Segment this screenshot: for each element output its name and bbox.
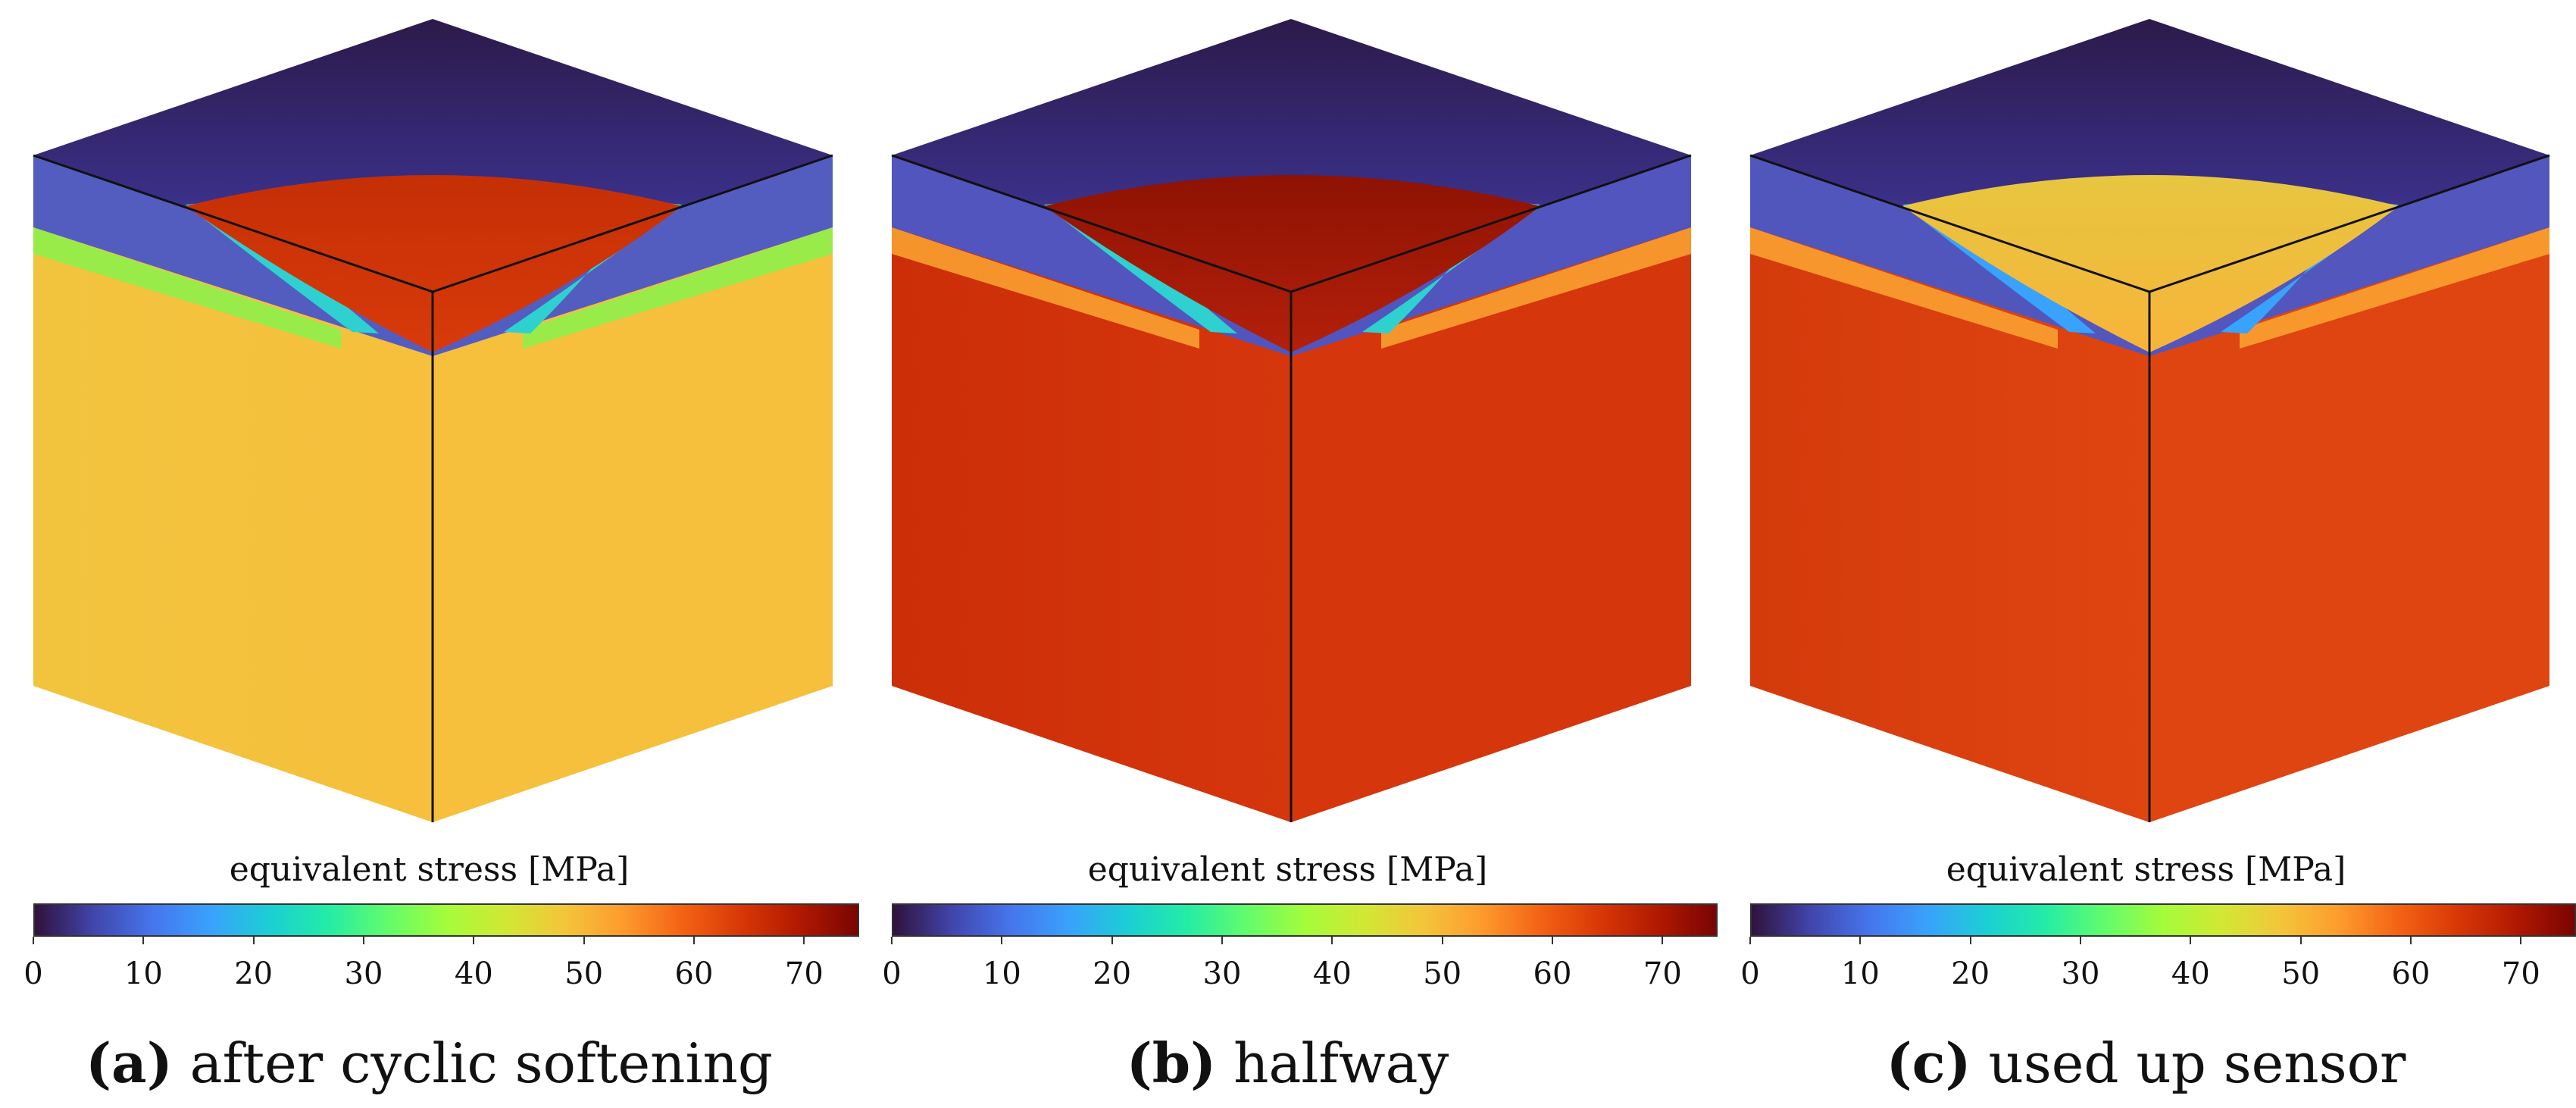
colorbar-tick-label: 70 [784, 956, 824, 991]
colorbar-tick [2520, 937, 2522, 944]
colorbar-tick-label: 30 [1202, 956, 1242, 991]
crack-region [1044, 175, 1540, 352]
colorbar-tick-label: 20 [1093, 956, 1132, 991]
panel-1: equivalent stress [MPa] 0 10 20 30 40 50 60 70 (a… [0, 0, 859, 1108]
colorbar-tick-label: 70 [2501, 956, 2540, 991]
colorbar-tick [803, 937, 805, 944]
panel-label: (b) [1126, 1031, 1217, 1095]
colorbar-tick-label: 60 [2391, 956, 2431, 991]
cube-plot-1 [33, 19, 833, 822]
colorbar [892, 903, 1718, 937]
cube-plot-3 [1749, 19, 2550, 822]
colorbar-tick-label: 40 [1312, 956, 1352, 991]
cube-plot-2 [891, 19, 1692, 822]
panel-caption-text: after cyclic softening [172, 1031, 774, 1095]
colorbar-tick-label: 50 [564, 956, 604, 991]
panel-caption-text: used up sensor [1971, 1031, 2406, 1095]
colorbar-tick-label: 10 [123, 956, 163, 991]
colorbar-tick [1111, 937, 1113, 944]
colorbar-tick-label: 20 [234, 956, 274, 991]
colorbar-tick [2410, 937, 2412, 944]
colorbar-tick [1552, 937, 1553, 944]
panel-label: (c) [1886, 1031, 1971, 1095]
colorbar-tick [1749, 937, 1751, 944]
cube-edges [1749, 154, 2550, 822]
panel-3: equivalent stress [MPa] 0 10 20 30 40 50 60 70 (c… [1717, 0, 2576, 1108]
colorbar-tick-label: 60 [1533, 956, 1572, 991]
colorbar-tick [1969, 937, 1971, 944]
cube-edges [891, 154, 1692, 822]
colorbar-tick-label: 60 [674, 956, 714, 991]
panel-label: (a) [85, 1031, 173, 1095]
colorbar-tick-label: 20 [1951, 956, 1990, 991]
colorbar-tick [2190, 937, 2192, 944]
panel-caption: (b) halfway [858, 1031, 1717, 1095]
colorbar-tick [473, 937, 475, 944]
colorbar-tick-label: 70 [1643, 956, 1682, 991]
colorbar-title: equivalent stress [MPa] [1946, 850, 2346, 889]
panel-2: equivalent stress [MPa] 0 10 20 30 40 50 60 70 (b… [858, 0, 1718, 1108]
colorbar-tick [2299, 937, 2302, 944]
colorbar-tick [252, 937, 255, 944]
colorbar-tick [363, 937, 364, 944]
colorbar-tick-label: 30 [2061, 956, 2100, 991]
colorbar-tick [1662, 937, 1664, 944]
colorbar-tick-label: 50 [1423, 956, 1462, 991]
colorbar-tick [1001, 937, 1003, 944]
panel-caption: (a) after cyclic softening [0, 1031, 858, 1095]
colorbar-title: equivalent stress [MPa] [229, 850, 630, 889]
colorbar-tick-label: 40 [454, 956, 493, 991]
colorbar-tick [1221, 937, 1223, 944]
crack-region [186, 175, 682, 352]
panel-caption-text: halfway [1216, 1031, 1449, 1095]
cube-edges [33, 154, 833, 822]
colorbar-tick [1441, 937, 1443, 944]
colorbar [33, 903, 859, 937]
colorbar-tick-label: 0 [23, 956, 43, 991]
colorbar-tick [693, 937, 695, 944]
colorbar-tick [142, 937, 145, 944]
panel-caption: (c) used up sensor [1717, 1031, 2575, 1095]
colorbar-tick-label: 30 [344, 956, 383, 991]
colorbar-tick-label: 0 [882, 956, 902, 991]
colorbar-tick-label: 10 [982, 956, 1021, 991]
colorbar-tick-label: 0 [1740, 956, 1760, 991]
colorbar-tick-label: 10 [1840, 956, 1880, 991]
colorbar-title: equivalent stress [MPa] [1087, 850, 1488, 889]
colorbar-tick [2080, 937, 2081, 944]
colorbar-tick [583, 937, 585, 944]
colorbar-tick [1331, 937, 1333, 944]
colorbar-tick [33, 937, 34, 944]
colorbar [1750, 903, 2576, 937]
colorbar-tick [891, 937, 893, 944]
crack-region [1902, 175, 2399, 352]
colorbar-tick [1859, 937, 1862, 944]
colorbar-tick-label: 40 [2171, 956, 2210, 991]
colorbar-tick-label: 50 [2281, 956, 2321, 991]
